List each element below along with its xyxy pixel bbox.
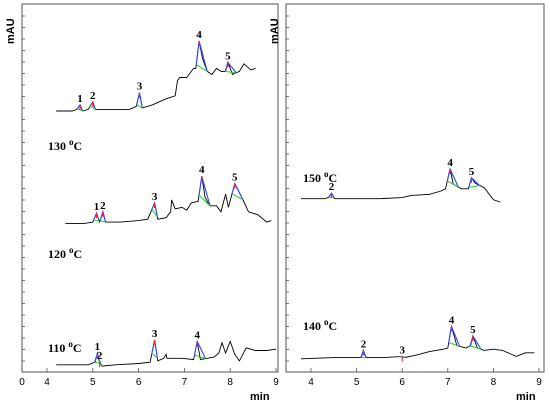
peak-outline (198, 176, 211, 206)
chromatogram-trace (56, 340, 277, 367)
peak-outline (231, 182, 244, 201)
right-x-unit-label: min (516, 391, 536, 403)
left-x-unit-label: min (250, 391, 270, 403)
peak-label: 3 (399, 344, 405, 356)
peak-label: 2 (100, 200, 106, 212)
peak-label: 3 (152, 328, 158, 340)
peak-label: 3 (152, 191, 158, 203)
peak-outline (89, 100, 97, 110)
peak-label: 5 (470, 324, 476, 336)
temperature-label: 110 oC (48, 339, 82, 355)
peak-label: 2 (329, 181, 335, 193)
peak-label: 3 (137, 81, 143, 93)
peak-baseline (136, 104, 143, 109)
temperature-label: 150 oC (303, 169, 337, 185)
peak-baseline (196, 64, 208, 72)
peak-label: 4 (449, 314, 455, 326)
peak-label: 5 (232, 172, 238, 184)
peak-outline (195, 40, 208, 72)
temperature-label: 140 oC (303, 317, 337, 333)
peak-baseline (96, 354, 103, 367)
x-tick-label: 6 (136, 377, 142, 388)
x-tick-label: 7 (445, 377, 451, 388)
peak-baseline (468, 185, 480, 188)
right-y-unit-label: mAU (269, 18, 281, 44)
peak-outline (224, 61, 237, 74)
peak-baseline (151, 352, 158, 359)
peak-baseline (469, 345, 482, 350)
peak-label: 5 (225, 50, 231, 62)
x-tick-label: 0 (19, 377, 25, 388)
right-x-ticks: 4 5 6 7 8 9 (286, 15, 542, 388)
peak-baseline (198, 194, 211, 207)
left-plot-frame (21, 3, 279, 373)
peak-outline (93, 211, 100, 222)
trace-120C: 1 2 3 4 5 120 oC (48, 164, 272, 261)
peak-baseline (99, 220, 106, 223)
x-tick-label: 9 (536, 377, 542, 388)
x-tick-label: 4 (308, 377, 314, 388)
peak-outline (136, 92, 143, 108)
x-tick-label: 7 (182, 377, 188, 388)
peak-label: 4 (196, 29, 202, 41)
peak-label: 1 (95, 341, 101, 353)
peak-label: 2 (90, 90, 96, 102)
x-tick-label: 5 (354, 377, 360, 388)
peak-label: 2 (97, 350, 103, 362)
x-tick-label: 8 (227, 377, 233, 388)
right-plot-frame (285, 3, 545, 373)
peak-baseline (194, 354, 206, 360)
peak-baseline (231, 193, 244, 201)
x-tick-label: 4 (44, 377, 50, 388)
x-tick-label: 5 (90, 377, 96, 388)
temperature-label: 130 oC (48, 137, 82, 153)
trace-150C: 2 4 5 150 oC (301, 157, 501, 203)
peak-baseline (447, 180, 459, 188)
peak-baseline (89, 105, 96, 110)
peak-baseline (448, 342, 460, 347)
left-y-unit-label: mAU (5, 18, 17, 44)
peak-label: 5 (469, 166, 475, 178)
peak-baseline (151, 209, 158, 218)
x-tick-label: 8 (491, 377, 497, 388)
trace-140C: 2 3 4 5 140 oC (300, 314, 535, 362)
x-tick-label: 6 (399, 377, 405, 388)
trace-110C: 12 3 4 110 oC (48, 328, 277, 368)
peak-label: 1 (94, 201, 100, 213)
peak-baseline (93, 219, 100, 222)
peak-label: 1 (77, 93, 83, 105)
left-x-ticks: 0 4 5 6 7 8 9 (19, 15, 279, 388)
peak-label: 4 (447, 157, 453, 169)
trace-130C: 1 2 3 4 5 130 oC (48, 29, 256, 153)
temperature-label: 120 oC (48, 245, 82, 261)
peak-label: 4 (199, 164, 205, 176)
peak-label: 2 (361, 338, 367, 350)
peak-baseline (225, 70, 237, 74)
x-tick-label: 9 (273, 377, 279, 388)
peak-label: 4 (194, 329, 200, 341)
